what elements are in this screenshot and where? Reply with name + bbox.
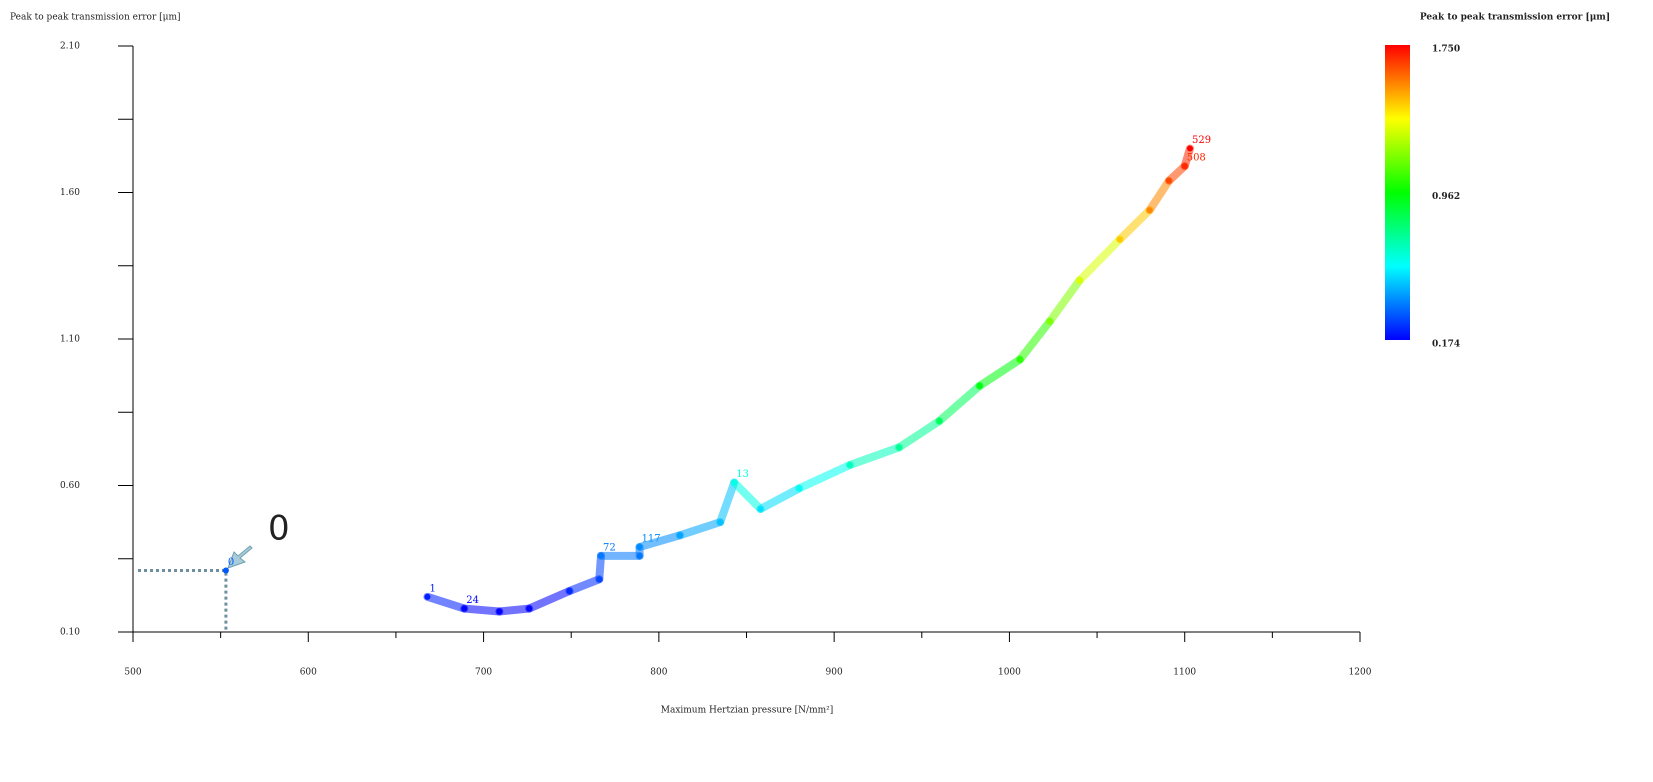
y-tick-label: 1.10: [60, 335, 80, 345]
connector: [460, 604, 504, 616]
y-tick-label: 0.10: [60, 628, 80, 638]
x-tick-label: 800: [650, 668, 667, 678]
point: [222, 567, 229, 574]
connector: [525, 586, 574, 613]
point-label: 24: [466, 595, 479, 606]
point-label: 72: [603, 542, 616, 553]
colorbar-tick-label: 0.174: [1432, 340, 1460, 350]
point-label: 508: [1187, 153, 1206, 164]
y-tick-label: 2.10: [60, 42, 80, 52]
point-label: 0: [228, 557, 234, 568]
annotation-arrow: [227, 545, 253, 569]
connector: [845, 443, 903, 469]
connector: [935, 381, 984, 426]
connector: [635, 531, 684, 552]
x-tick-label: 1200: [1349, 668, 1372, 678]
connector: [716, 478, 739, 527]
connector: [894, 417, 944, 452]
y-axis-title: Peak to peak transmission error [μm]: [10, 13, 181, 23]
connector: [565, 575, 604, 595]
x-tick-label: 500: [124, 668, 141, 678]
point-label: 13: [736, 469, 749, 480]
y-tick-label: 0.60: [60, 481, 80, 491]
connector: [1145, 176, 1173, 215]
connector: [756, 484, 804, 513]
x-axis-title: Maximum Hertzian pressure [N/mm²]: [661, 706, 834, 716]
connector: [730, 478, 765, 513]
x-tick-label: 900: [826, 668, 843, 678]
y-tick-label: 1.60: [60, 188, 80, 198]
colorbar-tick-label: 0.962: [1432, 192, 1460, 202]
x-tick-label: 1100: [1173, 668, 1196, 678]
colorbar-title: Peak to peak transmission error [μm]: [1420, 13, 1610, 23]
point-label: 529: [1192, 135, 1211, 146]
x-tick-label: 600: [300, 668, 317, 678]
connector: [675, 518, 725, 540]
connector: [1180, 144, 1194, 171]
point-label: 117: [642, 534, 661, 545]
colorbar-tick-label: 1.750: [1432, 45, 1460, 55]
connector: [1075, 235, 1124, 285]
x-tick-label: 700: [475, 668, 492, 678]
connector: [795, 460, 854, 493]
guide-line: [138, 568, 228, 632]
connector: [1015, 317, 1054, 364]
connector: [495, 604, 534, 616]
point: [1186, 145, 1193, 152]
connector: [423, 592, 469, 613]
connector: [975, 355, 1024, 390]
x-tick-label: 1000: [998, 668, 1021, 678]
annotation: 0: [268, 509, 290, 549]
connector: [1115, 206, 1154, 244]
colorbar: [1385, 45, 1410, 340]
point-label: 1: [429, 583, 435, 594]
connector: [1045, 276, 1084, 326]
